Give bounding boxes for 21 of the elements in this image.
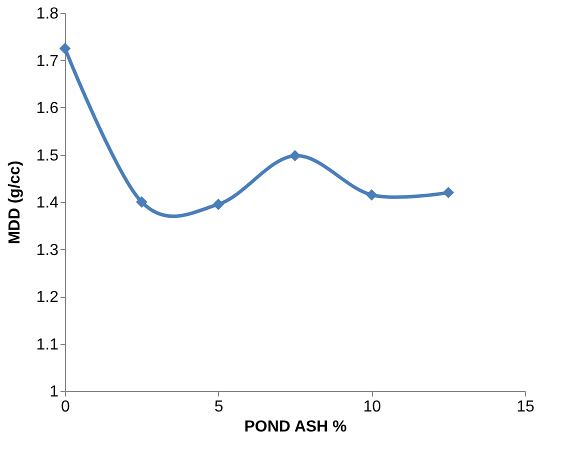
y-axis-title: MDD (g/cc)	[6, 160, 24, 244]
point	[442, 186, 454, 198]
y-tick-label: 1	[50, 384, 59, 400]
x-tick-label: 0	[61, 398, 70, 416]
y-tick-label: 1.4	[36, 194, 59, 212]
x-tick-label: 10	[363, 398, 382, 416]
y-tick-label: 1.2	[36, 289, 59, 306]
x-axis-title: POND ASH %	[244, 418, 347, 436]
y-tick-label: 1.3	[36, 242, 59, 259]
point	[59, 42, 71, 54]
y-tick-label: 1.7	[36, 52, 59, 70]
y-tick-label: 1.5	[36, 147, 59, 164]
y-tick-label: 1.1	[36, 336, 59, 354]
point	[136, 196, 148, 208]
y-tick-label: 1.8	[36, 6, 59, 22]
point	[212, 198, 224, 210]
x-tick-label: 5	[214, 398, 224, 416]
point	[366, 189, 378, 201]
x-tick-label: 15	[516, 398, 534, 416]
point	[289, 150, 301, 162]
y-tick-label: 1.6	[36, 100, 59, 117]
